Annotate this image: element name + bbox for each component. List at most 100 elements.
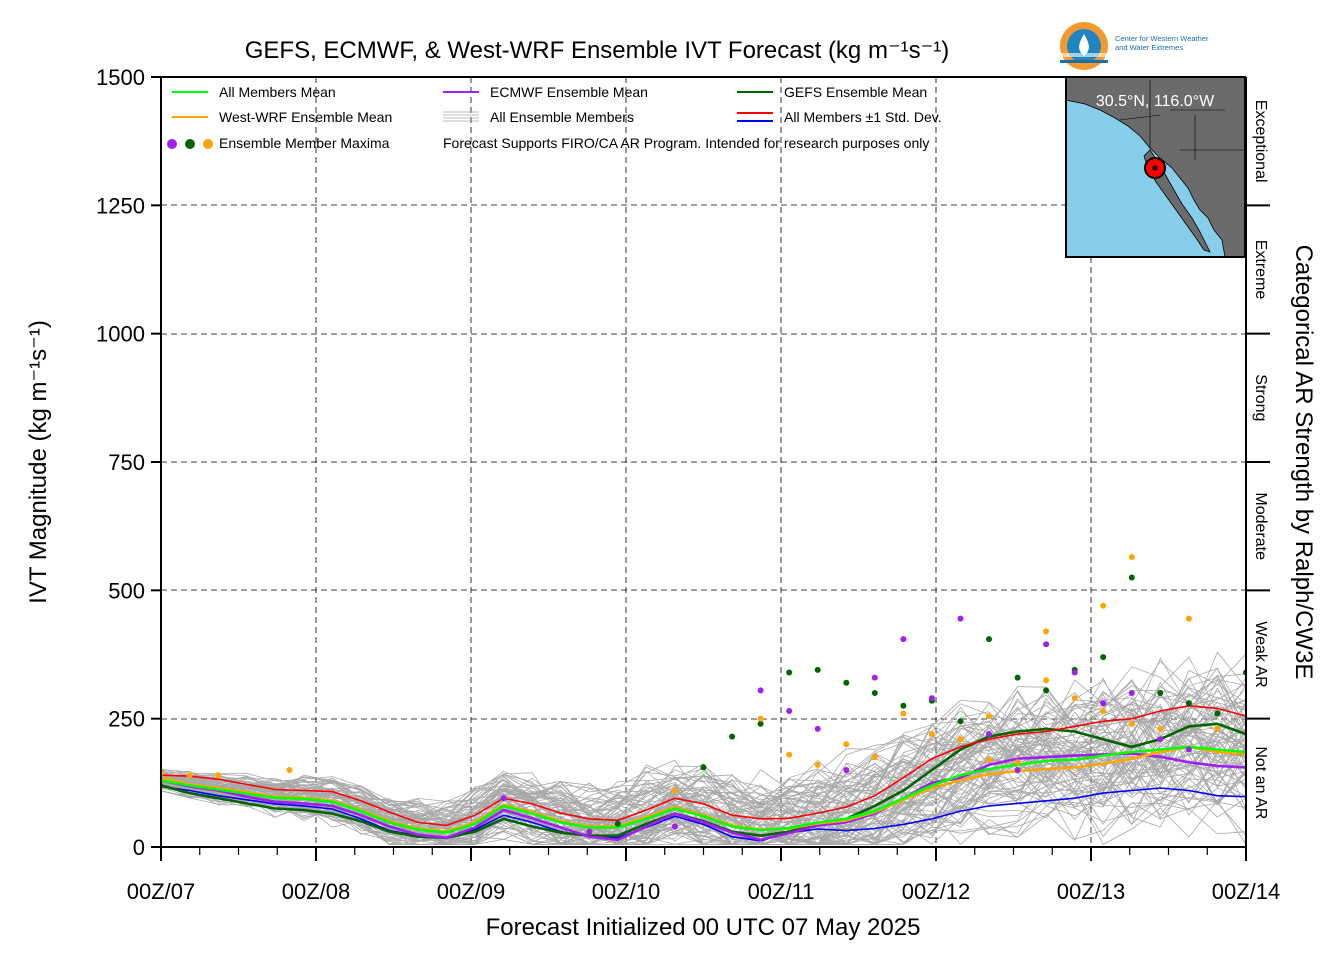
y-tick-label: 1000 (96, 322, 145, 347)
ensemble-member-line (161, 742, 1247, 845)
x-axis: 00Z/07 00Z/08 00Z/09 00Z/10 00Z/11 00Z/12 00Z/… (127, 847, 1280, 904)
maxima-dot-ecmwf (1185, 746, 1192, 753)
inset-map: 30.5°N, 116.0°W (1065, 76, 1246, 258)
right-axis-label: Categorical AR Strength by Ralph/CW3E (1290, 245, 1317, 680)
ar-categories: Not an AR Weak AR Moderate Strong Extreme Exc… (1246, 100, 1270, 819)
maxima-dot-gefs (900, 702, 907, 709)
y-tick-label: 250 (108, 707, 145, 732)
maxima-dot-westwrf (1100, 708, 1107, 714)
maxima-dot-gefs (957, 718, 964, 725)
maxima-dot-westwrf (957, 736, 964, 743)
maxima-dot-westwrf (900, 710, 907, 717)
maxima-dot-gefs (614, 820, 621, 827)
series-line-ecmwf (161, 752, 1247, 842)
maxima-dot-ecmwf (814, 725, 821, 732)
maxima-dot-ecmwf (871, 674, 878, 681)
ensemble-member-line (161, 653, 1247, 826)
grid (161, 77, 1246, 847)
maxima-dot-gefs (843, 679, 850, 686)
legend: All Members Mean ECMWF Ensemble Mean GEF… (167, 84, 942, 151)
maxima-dot-westwrf (843, 741, 850, 748)
maxima-dot-ecmwf (957, 615, 964, 622)
y-tick-label: 1250 (96, 193, 145, 218)
maxima-dot-gefs (1128, 574, 1135, 581)
maxima-dot-gefs (1185, 700, 1192, 707)
maxima-dot-ecmwf (586, 828, 593, 835)
maxima-dot-ecmwf (843, 767, 850, 773)
maxima-dot-westwrf (1043, 677, 1050, 684)
x-axis-label: Forecast Initialized 00 UTC 07 May 2025 (486, 914, 921, 941)
ensemble-member-line (161, 745, 1247, 845)
maxima-dot-westwrf (986, 756, 992, 763)
ensemble-member-line (161, 687, 1247, 818)
maxima-dot-westwrf (1214, 725, 1221, 732)
ensemble-member-line (161, 706, 1247, 841)
legend-maxima: Ensemble Member Maxima (219, 135, 390, 151)
legend-dot-ecmwf (167, 139, 177, 149)
maxima-dot-westwrf (986, 713, 992, 720)
maxima-dot-gefs (729, 733, 736, 740)
maxima-dot-gefs (1014, 674, 1021, 681)
x-tick-label: 00Z/09 (437, 879, 506, 904)
legend-swatch-members (443, 111, 479, 122)
ensemble-member-line (161, 685, 1247, 825)
maxima-dot-gefs (986, 636, 992, 643)
maxima-dot-ecmwf (1128, 690, 1135, 696)
legend-westwrf: West-WRF Ensemble Mean (219, 109, 392, 125)
legend-std: All Members ±1 Std. Dev. (784, 109, 942, 125)
maxima-dot-westwrf (1100, 602, 1107, 609)
series-line-std_upper (161, 704, 1247, 827)
maxima-dot-ecmwf (1014, 767, 1021, 773)
maxima-dot-westwrf (215, 772, 222, 779)
chart-title: GEFS, ECMWF, & West-WRF Ensemble IVT For… (245, 37, 950, 64)
y-axis: 0 250 500 750 1000 1250 1500 (96, 65, 161, 860)
maxima-dot-gefs (871, 690, 878, 696)
maxima-dot-gefs (814, 666, 821, 673)
inset-location: 30.5°N, 116.0°W (1096, 93, 1215, 110)
ensemble-member-line (161, 703, 1247, 840)
ensemble-member-line (161, 760, 1247, 845)
legend-dot-gefs (185, 139, 195, 149)
category-label: Exceptional (1252, 100, 1269, 183)
maxima-dot-westwrf (1128, 720, 1135, 727)
legend-dot-westwrf (203, 139, 213, 149)
maxima-dot-westwrf (1185, 615, 1192, 622)
maxima-dot-westwrf (814, 761, 821, 768)
legend-all-mean: All Members Mean (219, 84, 336, 100)
x-tick-label: 00Z/07 (127, 879, 196, 904)
maxima-dot-ecmwf (500, 795, 507, 802)
maxima-dot-ecmwf (671, 823, 678, 830)
legend-note: Forecast Supports FIRO/CA AR Program. In… (443, 135, 929, 151)
maxima-dot-gefs (1214, 710, 1221, 717)
member-maxima (161, 554, 1247, 835)
maxima-dot-westwrf (1128, 554, 1135, 560)
category-label: Moderate (1252, 492, 1269, 560)
ensemble-member-line (161, 720, 1247, 846)
maxima-dot-westwrf (1071, 695, 1078, 702)
ensemble-members (161, 651, 1247, 846)
maxima-dot-gefs (700, 764, 707, 771)
maxima-dot-westwrf (1014, 759, 1021, 766)
maxima-dot-ecmwf (986, 731, 992, 738)
legend-ecmwf: ECMWF Ensemble Mean (490, 84, 648, 100)
y-tick-label: 500 (108, 578, 145, 603)
legend-gefs: GEFS Ensemble Mean (784, 84, 927, 100)
maxima-dot-ecmwf (1071, 669, 1078, 676)
maxima-dot-westwrf (1157, 725, 1164, 732)
maxima-dot-westwrf (757, 715, 764, 722)
logo-line-2: and Water Extremes (1115, 43, 1183, 52)
ensemble-member-line (161, 715, 1247, 845)
maxima-dot-westwrf (286, 767, 293, 773)
x-tick-label: 00Z/12 (902, 879, 971, 904)
cw3e-logo: Center for Western Weather and Water Ext… (1060, 22, 1209, 70)
y-tick-label: 0 (133, 835, 145, 860)
legend-members: All Ensemble Members (490, 109, 634, 125)
maxima-dot-ecmwf (900, 636, 907, 643)
series-line-all_mean (161, 745, 1247, 834)
mean-lines (161, 704, 1247, 842)
maxima-dot-gefs (786, 669, 793, 676)
maxima-dot-ecmwf (1157, 736, 1164, 743)
maxima-dot-ecmwf (786, 708, 793, 714)
maxima-dot-westwrf (928, 731, 935, 738)
